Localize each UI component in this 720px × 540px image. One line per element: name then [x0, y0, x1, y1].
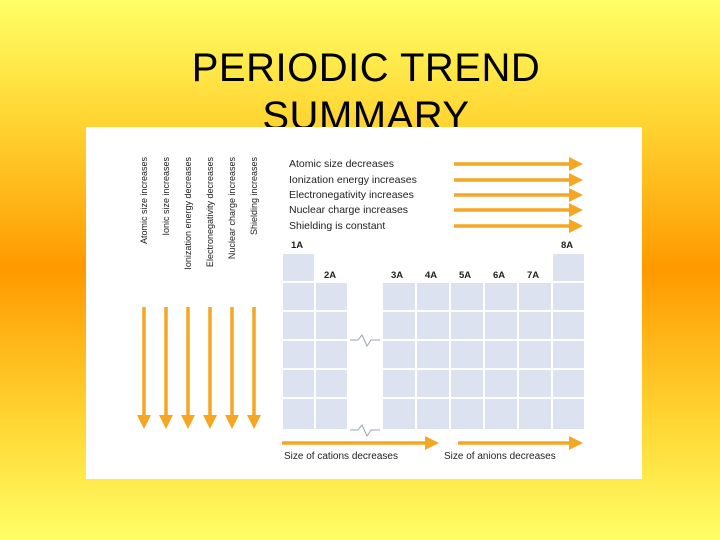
vertical-trend-label-1: Atomic size increases [139, 157, 149, 245]
trend-diagram-panel: Atomic size increases Ionic size increas… [86, 127, 642, 479]
group-2a-cells [314, 281, 349, 431]
group-label-1a: 1A [291, 240, 304, 251]
cations-trend-label: Size of cations decreases [284, 451, 398, 462]
horizontal-trend-label-2: Ionization energy increases [289, 174, 417, 186]
group-1a-cells [281, 252, 316, 431]
slide-title: PERIODIC TREND SUMMARY [0, 44, 720, 140]
vertical-trend-label-2: Ionic size increases [161, 157, 171, 236]
table-break-squiggle-1 [350, 334, 380, 348]
group-label-5a: 5A [459, 270, 472, 281]
horizontal-trend-label-4: Nuclear charge increases [289, 204, 409, 216]
groups-3a-7a-cells [381, 281, 553, 431]
vertical-trend-label-5: Nuclear charge increases [227, 157, 237, 260]
vertical-trend-label-4: Electronegativity decreases [205, 157, 215, 268]
group-label-6a: 6A [493, 270, 506, 281]
table-break-squiggle-2 [350, 424, 380, 438]
trend-diagram-graphics [137, 157, 586, 450]
group-label-3a: 3A [391, 270, 404, 281]
vertical-trend-label-3: Ionization energy decreases [183, 157, 193, 270]
group-label-2a: 2A [324, 270, 337, 281]
vertical-trend-label-6: Shielding increases [249, 157, 259, 236]
group-8a-cells [551, 252, 586, 431]
title-line-1: PERIODIC TREND [191, 46, 541, 90]
horizontal-trend-label-3: Electronegativity increases [289, 189, 414, 201]
group-label-8a: 8A [561, 240, 574, 251]
horizontal-trend-label-5: Shielding is constant [289, 220, 386, 232]
anions-trend-label: Size of anions decreases [444, 451, 556, 462]
group-label-4a: 4A [425, 270, 438, 281]
horizontal-trend-label-1: Atomic size decreases [289, 158, 395, 170]
group-label-7a: 7A [527, 270, 540, 281]
